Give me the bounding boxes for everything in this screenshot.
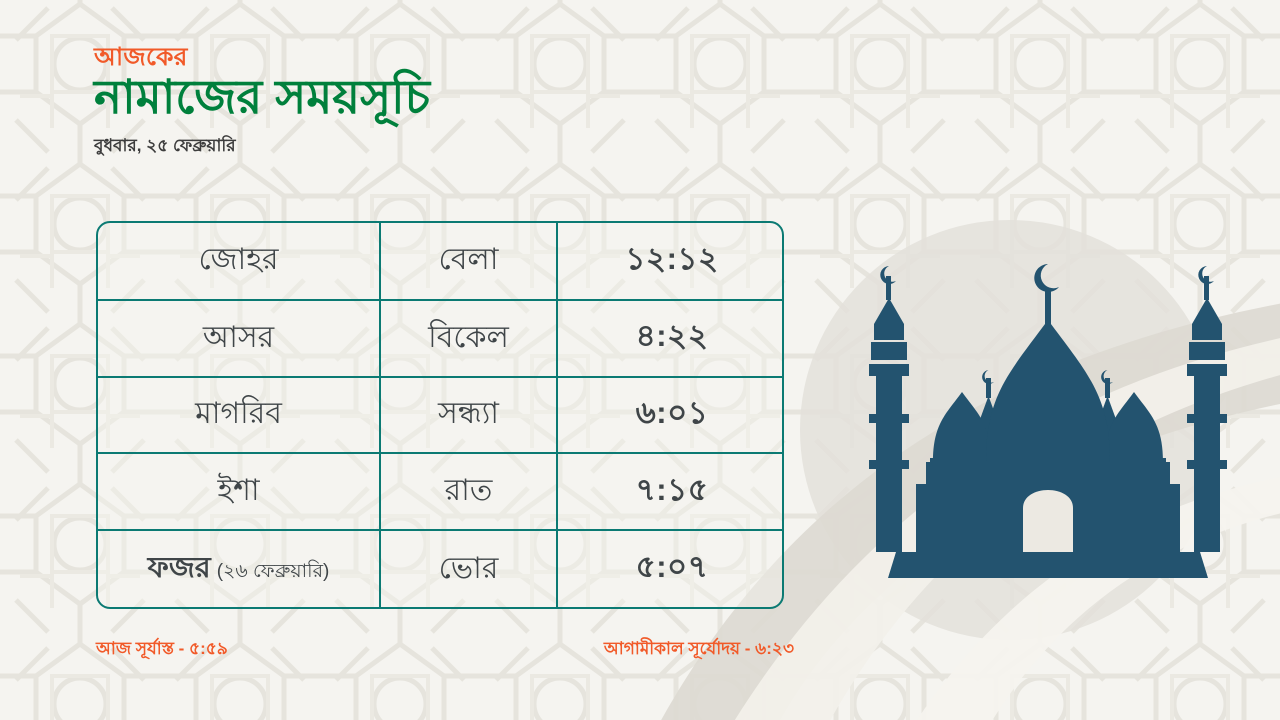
prayer-name-cell: ফজর (২৬ ফেব্রুয়ারি) <box>98 530 381 607</box>
day-part-cell: ভোর <box>380 530 558 607</box>
prayer-name: জোহর <box>198 243 279 277</box>
prayer-time-cell: ৬:০১ <box>557 376 782 455</box>
poster-footer: আজ সূর্যাস্ত - ৫:৫৯ আগামীকাল সূর্যোদয় -… <box>96 636 796 664</box>
table-row: জোহর বেলা ১২:১২ <box>98 223 782 301</box>
prayer-name-cell: আসর <box>98 299 381 378</box>
prayer-name: আসর <box>202 320 275 354</box>
prayer-time-cell: ১২:১২ <box>557 223 782 301</box>
table-row: আসর বিকেল ৪:২২ <box>98 299 782 378</box>
prayer-time-cell: ৪:২২ <box>557 299 782 378</box>
prayer-name: ফজর <box>147 551 211 584</box>
poster-header: আজকের নামাজের সময়সূচি বুধবার, ২৫ ফেব্রু… <box>94 44 430 161</box>
day-part-cell: বিকেল <box>380 299 558 378</box>
day-part-cell: রাত <box>380 453 558 532</box>
table-row: ফজর (২৬ ফেব্রুয়ারি) ভোর ৫:০৭ <box>98 530 782 607</box>
day-part-cell: বেলা <box>380 223 558 301</box>
prayer-name-note: (২৬ ফেব্রুয়ারি) <box>216 560 330 582</box>
prayer-times-table: জোহর বেলা ১২:১২ আসর বিকেল ৪:২২ মাগরিব <box>96 221 784 609</box>
prayer-name-cell: জোহর <box>98 223 381 301</box>
table-row: ইশা রাত ৭:১৫ <box>98 453 782 532</box>
sunrise-text: আগামীকাল সূর্যোদয় - ৬:২৩ <box>603 639 794 658</box>
table-row: মাগরিব সন্ধ্যা ৬:০১ <box>98 376 782 455</box>
date-subtitle: বুধবার, ২৫ ফেব্রুয়ারি <box>94 135 236 155</box>
page-title: নামাজের সময়সূচি <box>94 70 430 124</box>
sunset-text: আজ সূর্যাস্ত - ৫:৫৯ <box>96 639 228 658</box>
prayer-name-cell: ইশা <box>98 453 381 532</box>
eyebrow-text: আজকের <box>94 43 188 71</box>
mosque-silhouette-icon <box>869 264 1227 578</box>
prayer-name: ইশা <box>217 474 260 508</box>
day-part-cell: সন্ধ্যা <box>380 376 558 455</box>
prayer-name: মাগরিব <box>195 397 282 431</box>
prayer-time-cell: ৭:১৫ <box>557 453 782 532</box>
prayer-name-cell: মাগরিব <box>98 376 381 455</box>
prayer-time-cell: ৫:০৭ <box>635 549 709 585</box>
